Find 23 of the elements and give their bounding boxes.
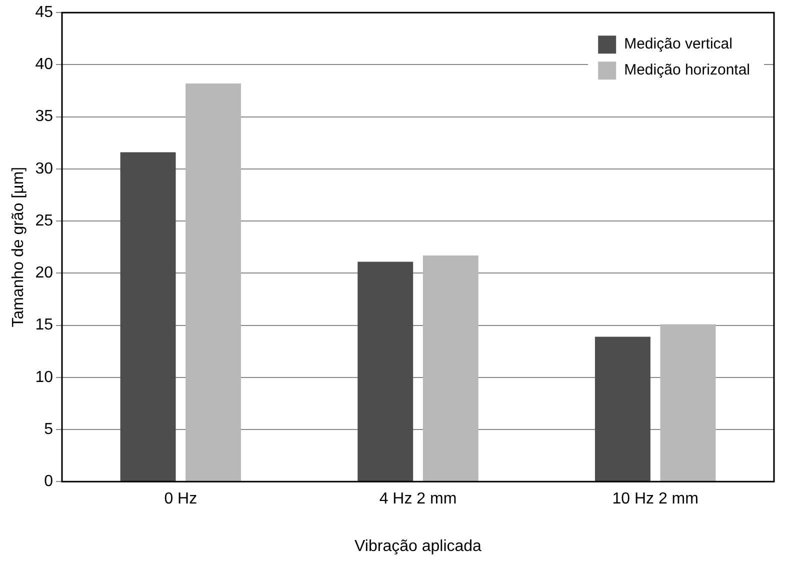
x-tick-label: 0 Hz xyxy=(164,490,198,508)
x-tick-label: 4 Hz 2 mm xyxy=(379,490,457,508)
legend-label: Medição vertical xyxy=(624,36,732,53)
bar xyxy=(358,262,414,482)
y-tick-label: 40 xyxy=(35,56,54,74)
y-tick-label: 35 xyxy=(35,108,54,126)
legend-label: Medição horizontal xyxy=(624,62,750,79)
x-axis-title: Vibração aplicada xyxy=(354,538,482,555)
y-tick-label: 10 xyxy=(35,368,54,386)
x-tick-label: 10 Hz 2 mm xyxy=(612,490,698,508)
y-tick-label: 45 xyxy=(35,4,54,22)
y-tick-label: 5 xyxy=(44,420,54,438)
y-tick-label: 30 xyxy=(35,160,54,178)
y-tick-label: 20 xyxy=(35,264,54,282)
bar xyxy=(422,255,478,482)
bar xyxy=(660,324,716,482)
y-tick-label: 25 xyxy=(35,212,54,230)
bar xyxy=(594,336,650,482)
y-axis-title: Tamanho de grão [µm] xyxy=(10,166,28,328)
y-tick-label: 0 xyxy=(44,473,54,490)
bar xyxy=(120,152,176,482)
bar xyxy=(186,83,242,482)
y-tick-label: 15 xyxy=(35,316,54,334)
